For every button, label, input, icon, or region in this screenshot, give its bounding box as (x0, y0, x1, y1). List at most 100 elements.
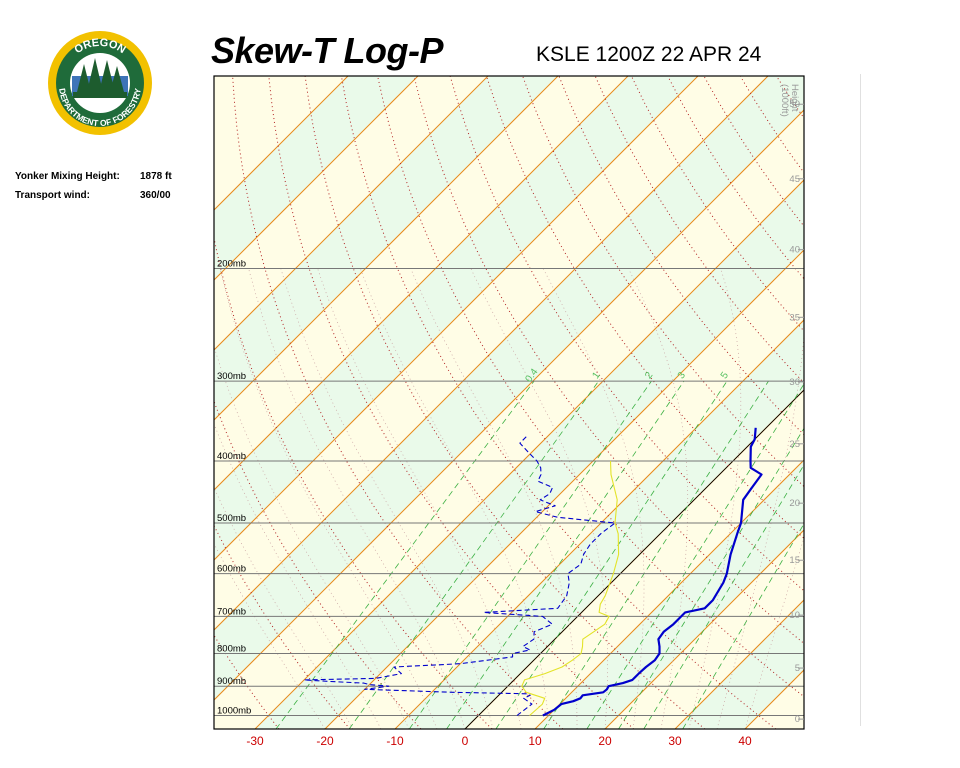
height-axis-unit: (1000ft) (779, 84, 790, 117)
transport-wind-label: Transport wind: (15, 190, 90, 201)
temperature-tick-label: -10 (386, 734, 404, 748)
moist-adiabat (628, 268, 689, 729)
mixing-ratio-label: 1 (590, 370, 602, 381)
height-axis-label: Height (789, 84, 800, 112)
height-tick-label: 30 (789, 377, 800, 388)
height-tick-label: 10 (789, 610, 800, 621)
moist-adiabat (688, 268, 742, 729)
pressure-label: 300mb (217, 371, 246, 382)
station-time-label: KSLE 1200Z 22 APR 24 (536, 43, 762, 66)
mixing-ratio-line (446, 380, 685, 729)
height-tick-label: 0 (795, 714, 800, 725)
divider (860, 74, 861, 726)
isotherm (214, 109, 804, 701)
dry-adiabat (214, 634, 280, 729)
isotherm (674, 599, 804, 729)
pressure-label: 700mb (217, 606, 246, 617)
moist-adiabat (214, 422, 382, 729)
moist-adiabat (360, 268, 550, 729)
pressure-label: 500mb (217, 513, 246, 524)
temperature-tick-label: -20 (316, 734, 334, 748)
height-tick-label: 15 (789, 555, 800, 566)
dry-adiabat (232, 76, 564, 729)
mixing-ratio-line (618, 427, 804, 729)
mixing-ratio-line (586, 383, 804, 729)
isotherm (214, 76, 699, 561)
isotherm (214, 76, 629, 491)
pressure-label: 800mb (217, 643, 246, 654)
temperature-tick-label: 30 (668, 734, 682, 748)
mixing-ratio-line (543, 380, 769, 729)
plot-frame (213, 75, 805, 730)
temperature-tick-label: 10 (528, 734, 542, 748)
height-tick-label: 50 (789, 99, 800, 110)
isotherm (885, 76, 960, 729)
dry-adiabat (813, 76, 960, 729)
pressure-label: 200mb (217, 258, 246, 269)
temperature-band (815, 76, 960, 729)
mixing-ratio-line (408, 380, 652, 729)
transport-wind-value: 360/00 (140, 190, 171, 201)
isotherm (394, 319, 804, 729)
isotherm (214, 76, 559, 421)
isotherm (604, 529, 804, 729)
mixing-height-label: Yonker Mixing Height: (15, 171, 120, 182)
mixing-ratio-label: 2 (643, 370, 655, 381)
dry-adiabat (214, 524, 351, 729)
isotherm (324, 249, 804, 729)
moist-adiabat (410, 268, 578, 729)
pressure-label: 400mb (217, 451, 246, 462)
height-tick-label: 45 (789, 174, 800, 185)
moist-adiabat (542, 268, 645, 729)
dry-adiabat (849, 76, 960, 729)
mixing-ratio-line (275, 380, 535, 729)
band-layer (214, 76, 960, 729)
dry-adiabat (340, 76, 777, 729)
height-tick-label: 25 (789, 439, 800, 450)
mixing-ratio-label: 5 (719, 370, 731, 381)
height-tick-label: 40 (789, 245, 800, 256)
wetbulb-trace (521, 460, 620, 716)
pressure-label: 1000mb (217, 705, 251, 716)
height-tick-label: 35 (789, 312, 800, 323)
height-tick-label: 20 (789, 498, 800, 509)
dry-adiabat (304, 76, 706, 729)
dewpoint-trace (303, 435, 616, 716)
mixing-ratio-line (682, 523, 804, 729)
dry-adiabat (885, 76, 960, 729)
isotherm (534, 459, 804, 729)
mixing-height-value: 1878 ft (140, 171, 172, 182)
mixing-ratio-line (348, 380, 599, 729)
temperature-tick-label: -30 (246, 734, 264, 748)
sounding-layer (303, 427, 763, 717)
isotherm (214, 76, 419, 281)
isotherm (214, 76, 349, 211)
pressure-label: 900mb (217, 676, 246, 687)
grid-layer (42, 76, 960, 729)
moist-adiabat (248, 268, 466, 729)
oregon-forestry-logo: OREGON DEPARTMENT OF FORESTRY (47, 30, 153, 136)
moist-adiabat (219, 268, 438, 729)
dry-adiabat (449, 76, 804, 592)
isotherm (214, 76, 769, 631)
pressure-label: 600mb (217, 564, 246, 575)
dry-adiabat (214, 399, 422, 729)
height-tick-label: 5 (795, 663, 800, 674)
mixing-ratio-label: 3 (676, 370, 688, 381)
isotherm (815, 76, 960, 729)
mixing-ratio-line (643, 464, 804, 729)
temperature-trace (542, 427, 763, 717)
moist-adiabat (280, 268, 494, 729)
dry-adiabat (922, 76, 960, 729)
temperature-band (214, 76, 804, 700)
zero-isotherm (464, 389, 804, 729)
temperature-tick-label: 0 (462, 734, 469, 748)
chart-title: Skew-T Log-P (211, 30, 444, 71)
isotherm (214, 76, 489, 351)
logo-top-text: OREGON (72, 37, 127, 56)
dry-adiabat (42, 76, 208, 729)
temperature-tick-label: 20 (598, 734, 612, 748)
dry-adiabat (268, 76, 635, 729)
isotherm (254, 179, 804, 729)
